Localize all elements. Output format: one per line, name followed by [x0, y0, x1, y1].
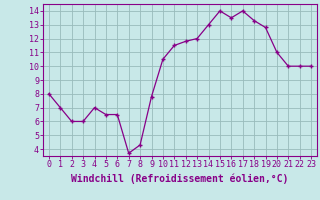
X-axis label: Windchill (Refroidissement éolien,°C): Windchill (Refroidissement éolien,°C) [71, 173, 289, 184]
